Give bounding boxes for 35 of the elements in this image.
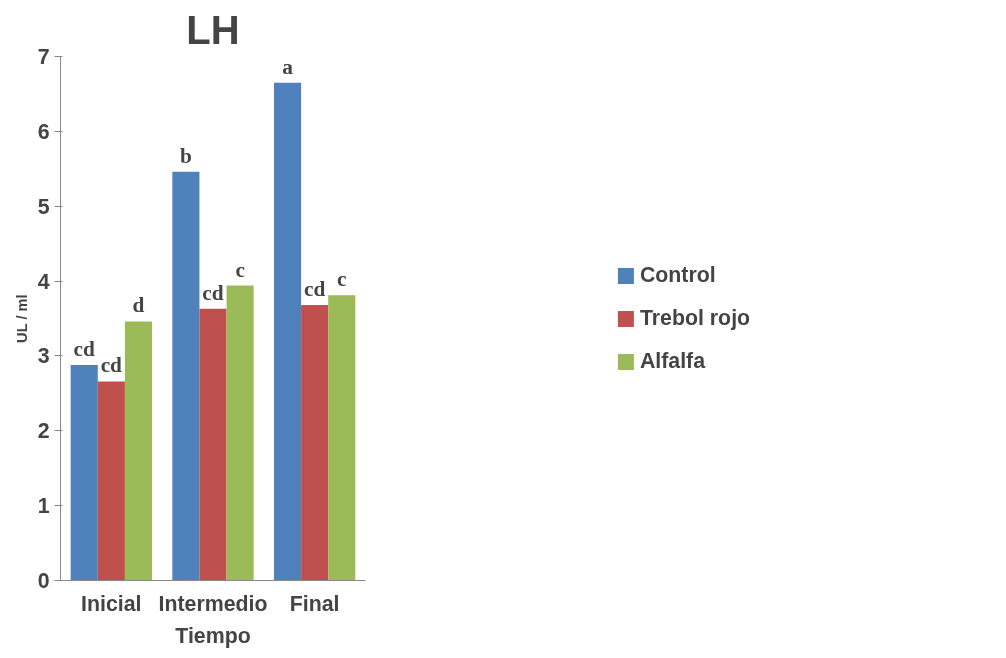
bar	[199, 308, 227, 581]
data-label: d	[132, 293, 145, 318]
bar	[70, 364, 98, 581]
x-tick-label: Intermedio	[158, 591, 268, 616]
data-label: a	[282, 54, 294, 79]
chart-title: LH	[186, 7, 240, 52]
bar	[328, 295, 356, 581]
legend-label: Control	[639, 262, 716, 288]
data-label: c	[337, 267, 347, 292]
legend-label: Trebol rojo	[639, 305, 751, 331]
y-tick-label: 1	[37, 494, 50, 519]
x-axis-title: Tiempo	[175, 623, 251, 648]
bar	[172, 171, 200, 581]
bar	[124, 321, 152, 581]
x-tick-label: Inicial	[81, 591, 142, 616]
legend-label: Alfalfa	[639, 348, 706, 374]
y-tick-label: 3	[37, 344, 50, 369]
data-label: cd	[100, 353, 123, 378]
y-tick-label: 5	[37, 194, 50, 219]
y-tick-label: 7	[37, 45, 50, 69]
y-tick-label: 6	[37, 119, 50, 144]
x-tick-label: Final	[289, 591, 340, 616]
bar	[97, 381, 125, 581]
y-axis-title: UL / ml	[13, 294, 30, 343]
data-label: c	[235, 257, 245, 282]
data-label: cd	[73, 336, 96, 361]
bar	[226, 285, 254, 581]
data-label: cd	[304, 277, 326, 302]
bar	[274, 82, 302, 581]
y-tick-label: 4	[37, 269, 50, 294]
y-tick-label: 0	[37, 569, 50, 593]
data-label: b	[179, 143, 192, 168]
data-label: cd	[202, 280, 224, 305]
y-tick-label: 2	[37, 419, 50, 444]
bar	[301, 305, 329, 581]
